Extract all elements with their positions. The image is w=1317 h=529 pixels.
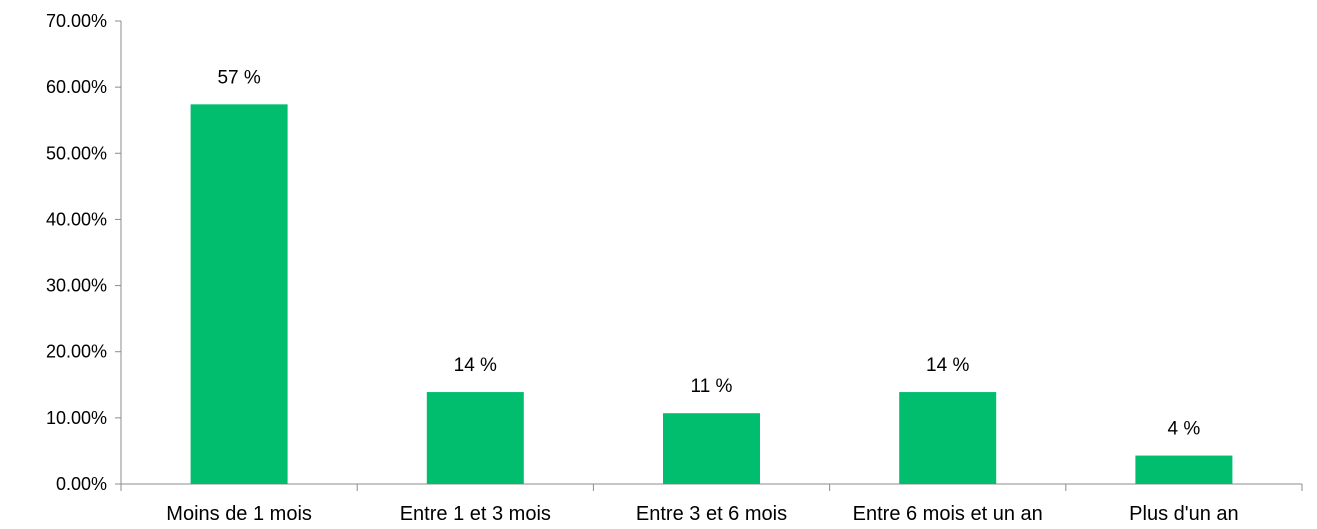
bar (426, 392, 524, 484)
data-label: 4 % (1168, 419, 1201, 440)
y-tick-label: 0.00% (56, 474, 107, 494)
y-tick-label: 50.00% (46, 143, 107, 163)
bar (1135, 455, 1233, 484)
x-tick-label: Entre 6 mois et un an (853, 503, 1043, 525)
bar (190, 104, 288, 484)
x-tick-label: Entre 3 et 6 mois (636, 503, 787, 525)
y-tick-label: 60.00% (46, 77, 107, 97)
y-tick-label: 40.00% (46, 209, 107, 229)
bars (190, 104, 1233, 484)
y-tick-label: 20.00% (46, 342, 107, 362)
x-tick-label: Entre 1 et 3 mois (400, 503, 551, 525)
data-labels: 57 % 14 % 11 % 14 % 4 % (217, 67, 1200, 439)
data-label: 57 % (217, 67, 260, 88)
y-axis: 0.00% 10.00% 20.00% 30.00% 40.00% 50.00% 60.00… (46, 11, 122, 494)
bar (663, 413, 760, 484)
y-tick-label: 70.00% (46, 11, 107, 31)
x-axis: Moins de 1 mois Entre 1 et 3 mois Entre 3 … (120, 483, 1303, 525)
bar (899, 392, 997, 484)
x-tick-label: Moins de 1 mois (166, 503, 312, 525)
x-tick-label: Plus d'un an (1129, 503, 1238, 525)
y-tick-label: 10.00% (46, 408, 107, 428)
y-tick-label: 30.00% (46, 276, 107, 296)
data-label: 14 % (454, 355, 497, 376)
data-label: 11 % (691, 376, 733, 397)
data-label: 14 % (926, 355, 969, 376)
